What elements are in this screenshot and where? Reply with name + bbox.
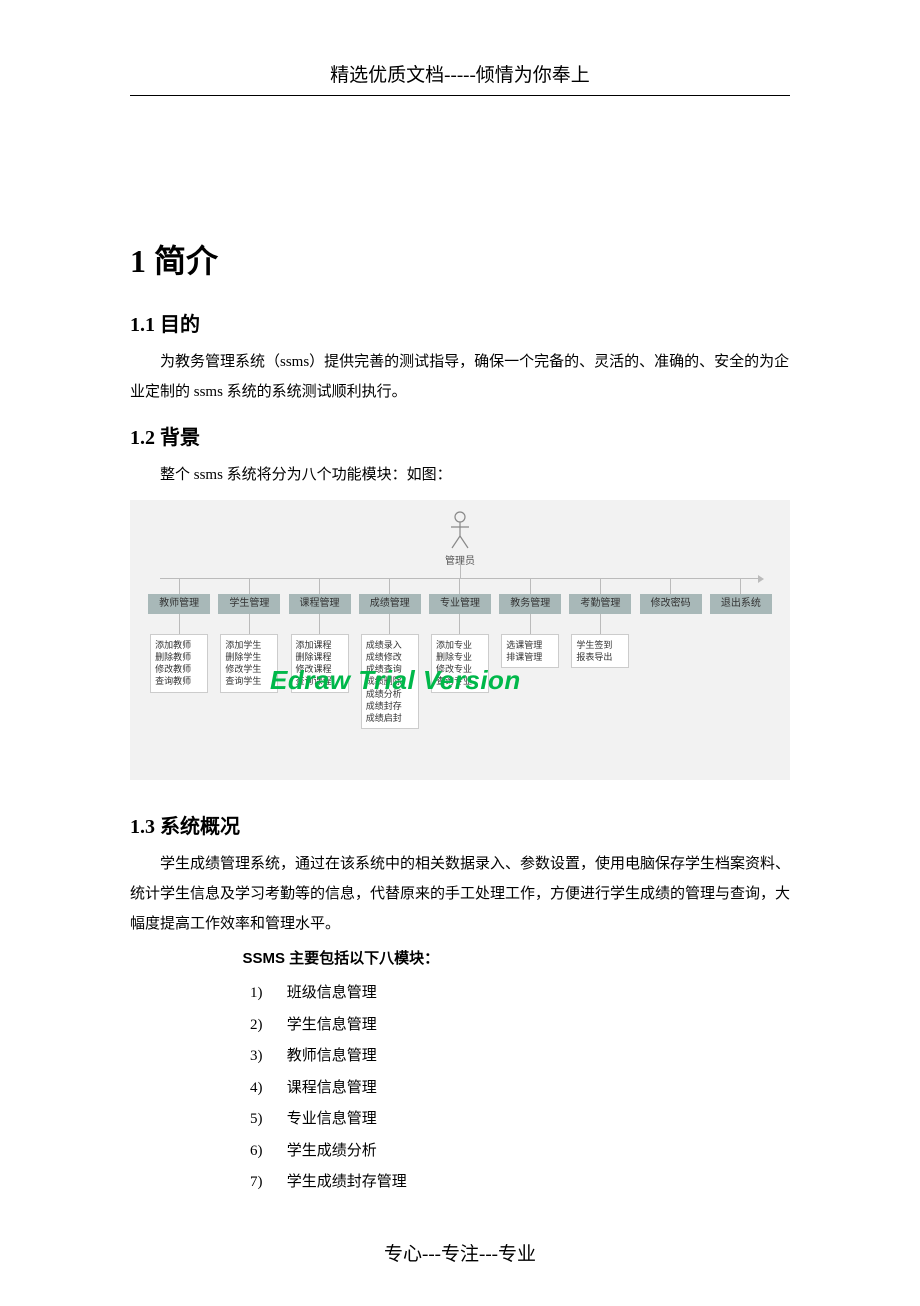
module-sub-box: 添加学生删除学生修改学生查询学生: [220, 634, 278, 693]
section-1-3-body: 学生成绩管理系统，通过在该系统中的相关数据录入、参数设置，使用电脑保存学生档案资…: [130, 849, 790, 939]
page-header: 精选优质文档-----倾情为你奉上: [130, 60, 790, 96]
module-sub-box: 选课管理排课管理: [501, 634, 559, 668]
list-item: 2) 学生信息管理: [250, 1010, 790, 1042]
module-box: 退出系统: [710, 594, 772, 614]
module-column: 修改密码: [636, 578, 706, 729]
module-box: 教务管理: [499, 594, 561, 614]
list-item: 6) 学生成绩分析: [250, 1136, 790, 1168]
module-column: 课程管理添加课程删除课程修改课程查询课程: [285, 578, 355, 729]
list-item: 3) 教师信息管理: [250, 1041, 790, 1073]
module-column: 教师管理添加教师删除教师修改教师查询教师: [144, 578, 214, 729]
module-column: 教务管理选课管理排课管理: [495, 578, 565, 729]
module-sub-box: 添加专业删除专业修改专业查询专业: [431, 634, 489, 693]
module-column: 考勤管理学生签到报表导出: [565, 578, 635, 729]
module-sub-box: 学生签到报表导出: [571, 634, 629, 668]
section-1-3-title: 1.3 系统概况: [130, 810, 790, 839]
module-box: 专业管理: [429, 594, 491, 614]
section-1-title: 1 简介: [130, 236, 790, 282]
list-item: 1) 班级信息管理: [250, 978, 790, 1010]
module-box: 课程管理: [289, 594, 351, 614]
section-1-2-body: 整个 ssms 系统将分为八个功能模块：如图：: [130, 460, 790, 490]
module-box: 教师管理: [148, 594, 210, 614]
list-item: 4) 课程信息管理: [250, 1073, 790, 1105]
section-1-2-title: 1.2 背景: [130, 421, 790, 450]
module-box: 成绩管理: [359, 594, 421, 614]
section-1-1-body: 为教务管理系统（ssms）提供完善的测试指导，确保一个完备的、灵活的、准确的、安…: [130, 347, 790, 407]
module-sub-box: 添加教师删除教师修改教师查询教师: [150, 634, 208, 693]
module-box: 考勤管理: [569, 594, 631, 614]
page-footer: 专心---专注---专业: [130, 1239, 790, 1266]
module-column: 专业管理添加专业删除专业修改专业查询专业: [425, 578, 495, 729]
module-box: 学生管理: [218, 594, 280, 614]
architecture-diagram: 管理员教师管理添加教师删除教师修改教师查询教师学生管理添加学生删除学生修改学生查…: [130, 500, 790, 780]
module-sub-box: 成绩录入成绩修改成绩查询成绩删除成绩分析成绩封存成绩启封: [361, 634, 419, 729]
modules-list: 1) 班级信息管理2) 学生信息管理3) 教师信息管理4) 课程信息管理5) 专…: [250, 978, 790, 1199]
section-1-1-title: 1.1 目的: [130, 308, 790, 337]
list-item: 7) 学生成绩封存管理: [250, 1167, 790, 1199]
module-column: 退出系统: [706, 578, 776, 729]
module-column: 成绩管理成绩录入成绩修改成绩查询成绩删除成绩分析成绩封存成绩启封: [355, 578, 425, 729]
module-sub-box: 添加课程删除课程修改课程查询课程: [291, 634, 349, 693]
module-column: 学生管理添加学生删除学生修改学生查询学生: [214, 578, 284, 729]
list-item: 5) 专业信息管理: [250, 1104, 790, 1136]
modules-list-title: SSMS 主要包括以下八模块：: [243, 947, 791, 968]
module-box: 修改密码: [640, 594, 702, 614]
